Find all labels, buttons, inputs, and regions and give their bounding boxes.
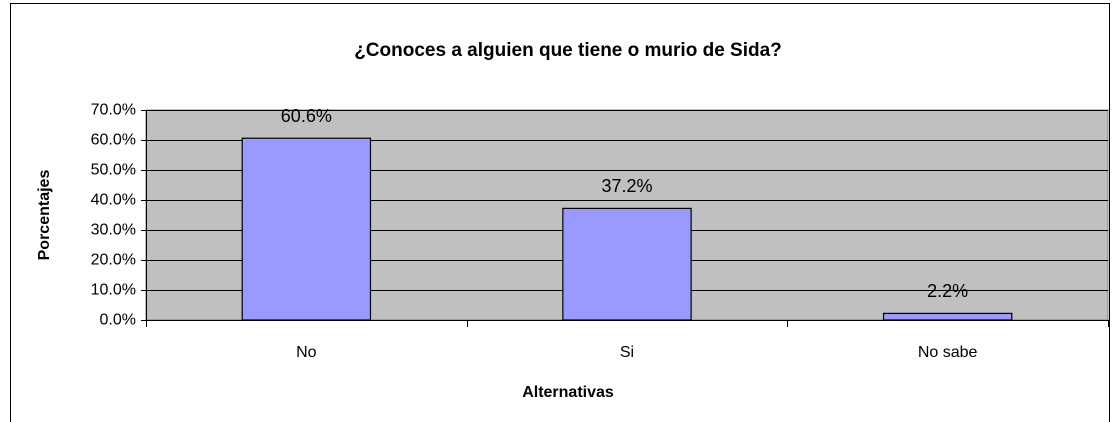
y-tick-label: 0.0%: [100, 312, 136, 329]
bar: [882, 312, 1013, 321]
x-tick-label: No: [296, 344, 317, 361]
y-tick-label: 50.0%: [91, 162, 136, 179]
data-label: 37.2%: [601, 176, 652, 196]
y-tick-label: 40.0%: [91, 192, 136, 209]
y-tick-label: 20.0%: [91, 252, 136, 269]
bar: [241, 137, 372, 321]
bar: [562, 207, 692, 321]
y-axis-label: Porcentajes: [36, 170, 53, 261]
chart-title: ¿Conoces a alguien que tiene o murio de …: [354, 40, 782, 61]
y-tick-label: 60.0%: [91, 132, 136, 149]
x-tick-label: Si: [620, 344, 634, 361]
x-tick-label: No sabe: [918, 344, 978, 361]
data-label: 2.2%: [927, 281, 968, 301]
data-label: 60.6%: [281, 106, 332, 126]
x-axis-label: Alternativas: [522, 384, 614, 401]
y-tick-label: 70.0%: [91, 102, 136, 119]
y-tick-label: 10.0%: [91, 282, 136, 299]
y-tick-label: 30.0%: [91, 222, 136, 239]
